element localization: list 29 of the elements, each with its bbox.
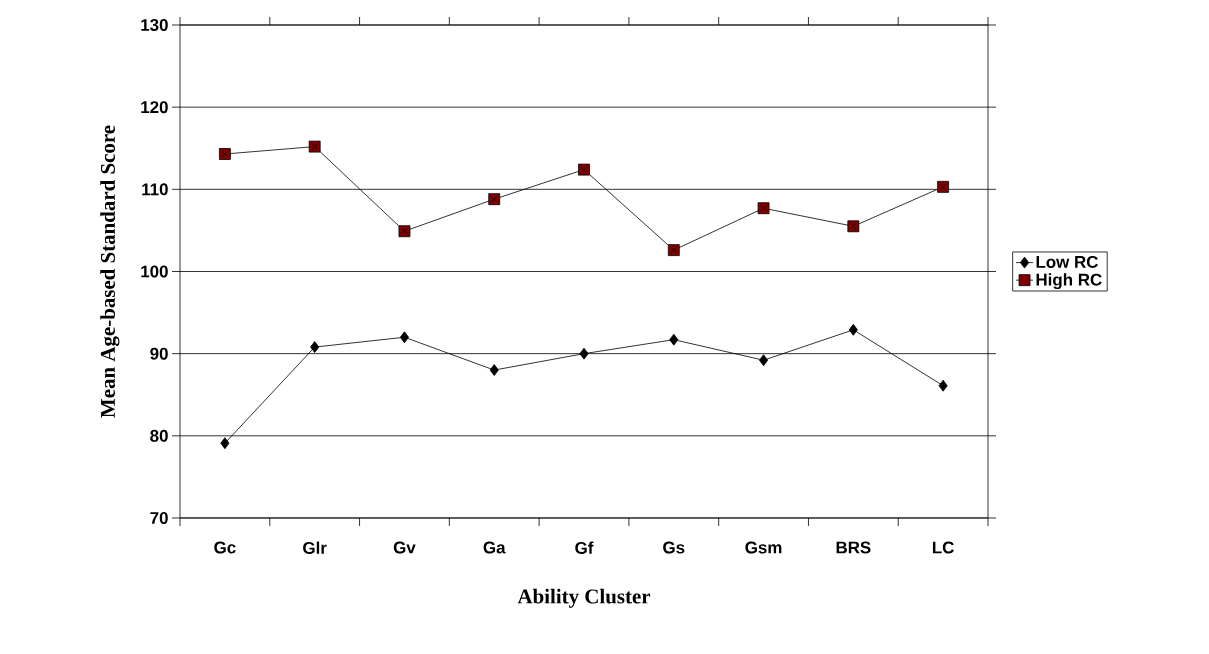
y-axis-title: Mean Age-based Standard Score: [100, 125, 120, 418]
point: [669, 333, 679, 346]
point: [489, 364, 499, 376]
x-axis-title: Ability Cluster: [517, 588, 651, 608]
y-tick-label: 70: [150, 511, 168, 524]
point: [759, 354, 769, 367]
point: [399, 331, 409, 344]
y-tick-label: 130: [141, 18, 168, 31]
point: [310, 341, 320, 353]
x-tick-label: Gsm: [745, 541, 782, 554]
y-tick-label: 80: [150, 429, 168, 442]
x-tick-label: LC: [932, 541, 954, 554]
y-tick-label: 120: [141, 101, 168, 114]
y-tick-label: 90: [150, 347, 168, 360]
x-tick-label: Gs: [663, 541, 685, 554]
legend-label: Low RC: [1036, 255, 1098, 268]
point: [848, 323, 858, 336]
y-tick-label: 100: [141, 265, 168, 278]
point: [938, 379, 948, 392]
legend-label: High RC: [1036, 273, 1102, 290]
x-tick-label: Gv: [393, 541, 416, 554]
point: [579, 347, 589, 360]
x-tick-label: Gf: [575, 541, 594, 554]
y-tick-label: 110: [142, 183, 168, 196]
x-tick-label: Ga: [483, 541, 506, 554]
point: [220, 437, 230, 450]
x-tick-label: Gc: [214, 541, 236, 554]
x-tick-label: BRS: [836, 541, 871, 554]
x-tick-label: Glr: [303, 541, 327, 554]
